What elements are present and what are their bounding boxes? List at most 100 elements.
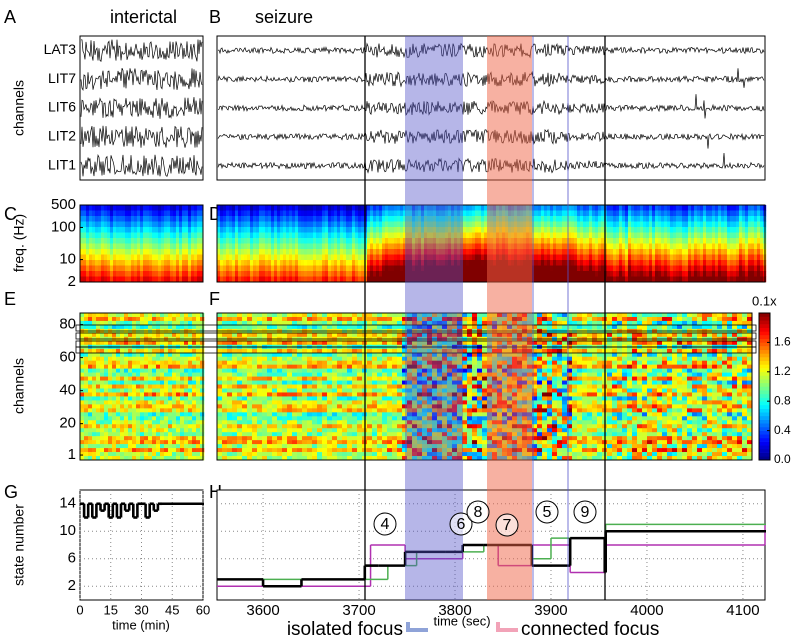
spectrogram-cell [610, 249, 614, 255]
spectrogram-cell [595, 265, 599, 272]
spectrogram-cell [556, 265, 560, 272]
spectrogram-cell [155, 216, 159, 222]
heatmap-cell [168, 396, 173, 401]
spectrogram-cell [610, 276, 614, 283]
spectrogram-cell [469, 243, 473, 250]
heatmap-cell [287, 380, 293, 385]
heatmap-cell [152, 452, 157, 457]
heatmap-cell [302, 396, 308, 401]
heatmap-cell [237, 416, 243, 421]
heatmap-cell [232, 428, 238, 433]
heatmap-cell [292, 376, 298, 381]
heatmap-cell [184, 352, 189, 358]
heatmap-cell [272, 332, 278, 338]
spectrogram-cell [757, 227, 761, 233]
spectrogram-cell [589, 260, 593, 266]
spectrogram-cell [223, 254, 227, 261]
spectrogram-cell [427, 243, 431, 250]
spectrogram-cell [83, 276, 87, 283]
spectrogram-cell [757, 221, 761, 228]
spectrogram-cell [676, 265, 680, 272]
heatmap-cell [242, 412, 248, 417]
heatmap-cell [277, 424, 283, 429]
heatmap-cell [148, 352, 153, 358]
heatmap-cell [242, 452, 248, 457]
spectrogram-cell [331, 238, 335, 244]
spectrogram-cell [577, 216, 581, 222]
heatmap-cell [84, 356, 89, 361]
heatmap-cell [116, 380, 121, 385]
heatmap-cell [152, 313, 157, 318]
spectrogram-cell [307, 221, 311, 228]
spectrogram-cell [478, 260, 482, 266]
heatmap-cell [232, 316, 238, 322]
heatmap-cell [80, 384, 85, 389]
heatmap-cell [96, 368, 101, 373]
spectrogram-cell [538, 271, 542, 277]
spectrogram-cell [164, 249, 168, 255]
heatmap-cell [140, 356, 145, 361]
heatmap-cell [80, 356, 85, 361]
heatmap-cell [196, 388, 201, 393]
heatmap-cell [100, 444, 105, 449]
spectrogram-cell [688, 243, 692, 250]
spectrogram-cell [607, 276, 611, 283]
spectrogram-cell [113, 249, 117, 255]
heatmap-cell [282, 368, 288, 373]
spectrogram-cell [409, 238, 413, 244]
spectrogram-cell [625, 221, 629, 228]
heatmap-cell [217, 392, 223, 397]
spectrogram-cell [116, 216, 120, 222]
spectrogram-cell [403, 254, 407, 261]
heatmap-cell [84, 384, 89, 389]
heatmap-cell [242, 368, 248, 373]
spectrogram-cell [472, 232, 476, 239]
spectrogram-cell [173, 254, 177, 261]
heatmap-cell [272, 448, 278, 453]
spectrogram-cell [134, 260, 138, 266]
spectrogram-cell [391, 265, 395, 272]
heatmap-cell [120, 440, 125, 445]
spectrogram-cell [86, 238, 90, 244]
spectrogram-cell [104, 216, 108, 222]
spectrogram-cell [119, 210, 123, 217]
spectrogram-cell [745, 265, 749, 272]
spectrogram-cell [475, 243, 479, 250]
heatmap-cell [262, 372, 268, 377]
heatmap-cell [217, 348, 223, 354]
spectrogram-cell [259, 216, 263, 222]
spectrogram-cell [110, 216, 114, 222]
spectrogram-cell [610, 254, 614, 261]
spectrogram-cell [89, 254, 93, 261]
spectrogram-cell [631, 210, 635, 217]
spectrogram-cell [613, 276, 617, 283]
spectrogram-cell [95, 271, 99, 277]
spectrogram-cell [301, 271, 305, 277]
spectrogram-cell [319, 254, 323, 261]
spectrogram-cell [289, 276, 293, 283]
spectrogram-cell [460, 221, 464, 228]
heatmap-cell [124, 412, 129, 417]
spectrogram-cell [577, 276, 581, 283]
spectrogram-cell [358, 227, 362, 233]
spectrogram-cell [98, 238, 102, 244]
spectrogram-cell [346, 260, 350, 266]
heatmap-cell [180, 352, 185, 358]
spectrogram-cell [185, 238, 189, 244]
spectrogram-cell [406, 271, 410, 277]
heatmap-cell [277, 368, 283, 373]
heatmap-cell [257, 456, 263, 461]
heatmap-cell [200, 368, 205, 373]
spectrogram-cell [289, 210, 293, 217]
spectrogram-cell [134, 243, 138, 250]
heatmap-cell [237, 340, 243, 346]
spectrogram-cell [760, 227, 764, 233]
spectrogram-cell [349, 276, 353, 283]
spectrogram-cell [697, 210, 701, 217]
spectrogram-cell [235, 271, 239, 277]
heatmap-cell [80, 392, 85, 397]
spectrogram-cell [436, 221, 440, 228]
spectrogram-cell [274, 271, 278, 277]
heatmap-cell [302, 440, 308, 445]
spectrogram-cell [188, 216, 192, 222]
